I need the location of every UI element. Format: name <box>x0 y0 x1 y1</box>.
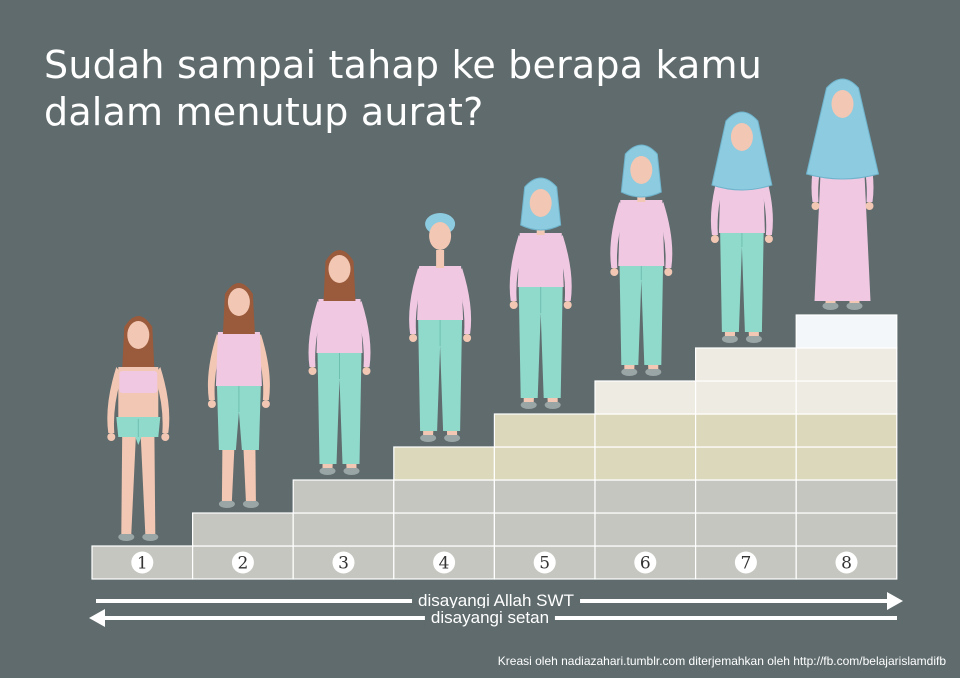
figure-stage-4 <box>409 213 472 442</box>
arrow-label-setan: disayangi setan <box>424 608 556 628</box>
stair-block <box>393 512 495 547</box>
stair-block <box>594 413 697 448</box>
step-number-circle <box>634 551 657 574</box>
step-number-1: 1 <box>137 554 148 574</box>
left-arrow-icon <box>89 609 105 627</box>
stair-blocks <box>91 314 898 580</box>
stair-block <box>795 413 898 448</box>
figure-stage-2 <box>207 283 270 508</box>
step-number-circle <box>332 551 355 574</box>
stair-block <box>493 446 596 481</box>
step-number-3: 3 <box>338 554 349 574</box>
title-line-1: Sudah sampai tahap ke berapa kamu <box>44 43 763 87</box>
step-number-circle <box>533 551 556 574</box>
stair-block <box>292 479 395 514</box>
step-number-circle <box>433 551 456 574</box>
stair-block <box>594 512 697 547</box>
page-title: Sudah sampai tahap ke berapa kamu dalam … <box>44 42 762 136</box>
credit-text: Kreasi oleh nadiazahari.tumblr.com diter… <box>497 654 946 668</box>
stair-block <box>192 512 294 547</box>
stair-block <box>493 479 596 514</box>
stair-block <box>694 446 797 481</box>
figure-stage-3 <box>308 250 371 475</box>
step-number-circle <box>734 551 757 574</box>
step-number-6: 6 <box>640 554 651 574</box>
stair-block <box>493 512 596 547</box>
stair-block <box>694 413 797 448</box>
step-number-2: 2 <box>237 554 248 574</box>
stair-block <box>795 314 898 349</box>
right-arrow-icon <box>887 592 903 610</box>
step-number-5: 5 <box>539 554 550 574</box>
arrow-label-allah: disayangi Allah SWT <box>412 591 580 611</box>
step-number-4: 4 <box>439 554 450 574</box>
step-numbers: 1 2 3 4 5 6 7 8 <box>131 551 858 574</box>
stair-block <box>493 413 596 448</box>
figure-stage-1 <box>107 316 170 541</box>
step-number-circle <box>835 551 858 574</box>
stair-block <box>694 512 797 547</box>
stair-block <box>694 479 797 514</box>
stair-block <box>594 479 697 514</box>
step-number-8: 8 <box>841 554 852 574</box>
stair-block <box>393 479 495 514</box>
stair-block <box>795 380 898 415</box>
stair-block <box>795 446 898 481</box>
title-line-2: dalam menutup aurat? <box>44 90 484 134</box>
stair-block <box>694 347 797 382</box>
stair-block <box>594 446 697 481</box>
stair-block <box>795 479 898 514</box>
stair-block <box>594 380 697 415</box>
step-number-circle <box>231 551 254 574</box>
stair-block <box>795 347 898 382</box>
step-number-7: 7 <box>740 554 751 574</box>
stair-block <box>694 380 797 415</box>
figure-stage-7 <box>710 111 773 343</box>
figure-stage-5 <box>509 177 572 409</box>
stair-block <box>393 446 495 481</box>
step-number-circle <box>131 551 154 574</box>
figure-stage-8 <box>805 78 880 310</box>
stair-block <box>795 512 898 547</box>
figure-stage-6 <box>610 144 673 376</box>
stair-block <box>292 512 395 547</box>
figures <box>107 78 880 541</box>
